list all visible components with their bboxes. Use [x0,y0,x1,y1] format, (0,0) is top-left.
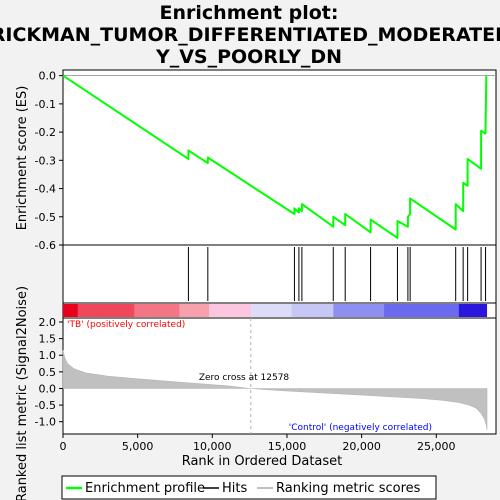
colorbar-segment [333,304,385,317]
colorbar-segment [291,304,334,317]
x-tick-label: 0 [60,440,67,453]
es-y-tick-label: -0.5 [35,211,56,224]
title-line-1: Enrichment plot: [160,2,339,24]
metric-axis-label: Ranked list metric (Signal2Noise) [15,286,30,500]
title-line-3: Y_VS_POORLY_DN [155,46,342,68]
x-tick-label: 15,000 [268,440,307,453]
legend-metric-label: Ranking metric scores [276,481,421,496]
colorbar-segment [384,304,459,317]
metric-y-tick-label: 2.0 [39,316,57,329]
zero-cross-label: Zero cross at 12578 [199,373,290,383]
pos-correlated-label: 'TB' (positively correlated) [67,320,185,330]
metric-area [62,350,488,431]
metric-y-tick-label: 0.5 [39,366,57,379]
es-layer: 0.0 -0.1 -0.2 -0.3 -0.4 -0.5 -0.6 [35,70,496,252]
legend-hits-label: Hits [222,481,247,496]
colorbar-segment [179,304,210,317]
colorbar-layer [63,304,488,317]
hits-plot-area [62,244,497,304]
metric-y-tick-label: -1.0 [35,416,56,429]
es-plot-area [62,69,497,246]
colorbar-segment [63,304,78,317]
x-tick-label: 25,000 [417,440,456,453]
metric-y-tick-label: -0.5 [35,399,56,412]
x-axis-label: Rank in Ordered Dataset [182,454,343,469]
metric-y-tick-label: 0.0 [39,382,57,395]
es-y-tick-label: -0.6 [35,239,56,252]
legend-es-label: Enrichment profile [85,481,205,496]
es-y-tick-label: -0.2 [35,126,56,139]
hits-layer [187,247,487,301]
x-tick-label: 20,000 [342,440,381,453]
colorbar-segment [209,304,252,317]
metric-y-tick-label: 1.5 [39,333,57,346]
title-line-2: RICKMAN_TUMOR_DIFFERENTIATED_MODERATEL [0,24,500,46]
es-y-tick-label: -0.4 [35,183,56,196]
legend-box [61,475,437,500]
es-curve [62,74,488,239]
colorbar-segment [77,304,135,317]
metric-layer: 2.0 1.5 1.0 0.5 0.0 -0.5 -1.0 0 5,000 10,000 15,00… [35,316,488,453]
x-tick-label: 5,000 [122,440,154,453]
colorbar-segment [251,304,292,317]
colorbar-segment [458,304,488,317]
colorbar-segment [134,304,180,317]
es-y-tick-label: 0.0 [39,70,57,83]
neg-correlated-label: 'Control' (negatively correlated) [289,423,432,433]
es-y-tick-label: -0.1 [35,98,56,111]
metric-plot-area [62,317,497,435]
metric-y-tick-label: 1.0 [39,349,57,362]
es-y-tick-label: -0.3 [35,154,56,167]
x-tick-label: 10,000 [193,440,232,453]
es-axis-label: Enrichment score (ES) [15,86,30,231]
